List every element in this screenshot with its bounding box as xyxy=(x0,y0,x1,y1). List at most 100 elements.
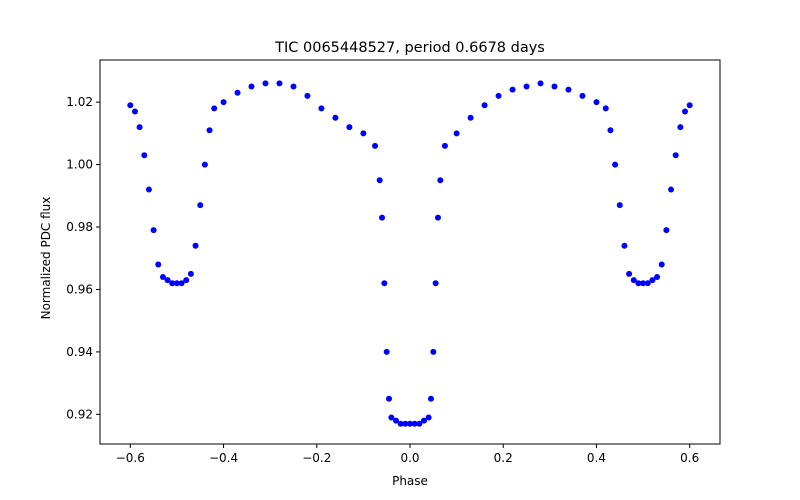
data-point xyxy=(183,277,190,284)
data-point xyxy=(127,102,134,109)
data-point xyxy=(407,420,413,427)
data-point xyxy=(402,420,409,427)
data-point xyxy=(649,277,656,284)
data-point xyxy=(672,152,679,159)
data-point xyxy=(441,142,448,149)
data-point xyxy=(318,105,325,112)
scatter-points xyxy=(127,80,693,427)
data-point xyxy=(197,202,204,209)
data-point xyxy=(386,395,393,402)
axis-ticks: −0.6 −0.4 −0.2 0.0 0.2 0.4 0.6 0.92 0.94 0.96 0.98… xyxy=(66,95,699,465)
data-point xyxy=(579,92,586,99)
data-point xyxy=(192,242,199,249)
data-point xyxy=(640,280,647,287)
data-point xyxy=(383,348,390,355)
x-tick-label: −0.6 xyxy=(116,451,145,465)
data-point xyxy=(425,414,432,421)
data-point xyxy=(677,124,684,131)
data-point xyxy=(612,161,619,168)
y-tick-label: 0.92 xyxy=(66,407,93,421)
data-point xyxy=(248,83,255,90)
data-point xyxy=(481,102,488,109)
y-axis-title: Normalized PDC flux xyxy=(39,197,53,320)
data-point xyxy=(173,280,180,287)
data-point xyxy=(372,142,379,149)
data-point xyxy=(658,261,665,268)
data-point xyxy=(416,420,423,427)
data-point xyxy=(565,86,572,93)
data-point xyxy=(654,273,661,280)
data-point xyxy=(150,227,157,234)
data-point xyxy=(411,420,418,427)
data-point xyxy=(602,105,609,112)
data-point xyxy=(663,227,670,234)
data-point xyxy=(376,177,383,184)
data-point xyxy=(141,152,148,159)
data-point xyxy=(169,280,176,287)
plot-frame xyxy=(99,59,721,445)
data-point xyxy=(332,114,339,121)
data-point xyxy=(607,127,614,134)
data-point xyxy=(145,186,152,193)
y-tick-label: 0.96 xyxy=(66,282,93,296)
data-point xyxy=(467,114,474,121)
x-tick-label: 0.4 xyxy=(587,451,606,465)
data-point xyxy=(304,92,311,99)
data-point xyxy=(509,86,516,93)
data-point xyxy=(686,102,693,109)
x-axis-title: Phase xyxy=(392,474,428,488)
data-point xyxy=(635,280,642,287)
y-tick-label: 1.02 xyxy=(66,95,93,109)
data-point xyxy=(453,130,460,137)
data-point xyxy=(537,80,544,87)
data-point xyxy=(616,202,623,209)
data-point xyxy=(630,277,637,284)
data-point xyxy=(211,105,218,112)
data-point xyxy=(178,280,185,287)
data-point xyxy=(437,177,444,184)
y-tick-label: 0.94 xyxy=(66,345,93,359)
y-tick-label: 0.98 xyxy=(66,220,93,234)
data-point xyxy=(346,124,353,131)
data-point xyxy=(201,161,208,168)
data-point xyxy=(220,99,227,106)
y-tick-label: 1.00 xyxy=(66,158,93,172)
data-point xyxy=(234,89,241,96)
data-point xyxy=(420,417,427,424)
data-point xyxy=(155,261,162,268)
data-point xyxy=(187,270,194,277)
data-point xyxy=(551,83,558,90)
data-point xyxy=(136,124,143,131)
x-tick-label: −0.2 xyxy=(302,451,331,465)
data-point xyxy=(276,80,283,87)
data-point xyxy=(159,273,166,280)
data-point xyxy=(626,270,633,277)
data-point xyxy=(682,108,689,115)
data-point xyxy=(432,280,439,287)
x-tick-label: 0.2 xyxy=(494,451,513,465)
data-point xyxy=(393,417,400,424)
data-point xyxy=(360,130,367,137)
data-point xyxy=(434,214,441,221)
data-point xyxy=(379,214,386,221)
data-point xyxy=(593,99,600,106)
data-point xyxy=(644,280,651,287)
data-point xyxy=(290,83,297,90)
x-tick-label: 0.0 xyxy=(400,451,419,465)
chart-title: TIC 0065448527, period 0.6678 days xyxy=(274,40,545,56)
data-point xyxy=(430,348,437,355)
data-point xyxy=(262,80,269,87)
data-point xyxy=(621,242,628,249)
x-tick-label: 0.6 xyxy=(680,451,699,465)
data-point xyxy=(388,414,395,421)
data-point xyxy=(523,83,530,90)
data-point xyxy=(397,420,404,427)
data-point xyxy=(668,186,675,193)
data-point xyxy=(427,395,434,402)
data-point xyxy=(495,92,502,99)
data-point xyxy=(131,108,138,115)
x-tick-label: −0.4 xyxy=(209,451,238,465)
data-point xyxy=(206,127,213,134)
data-point xyxy=(381,280,388,287)
